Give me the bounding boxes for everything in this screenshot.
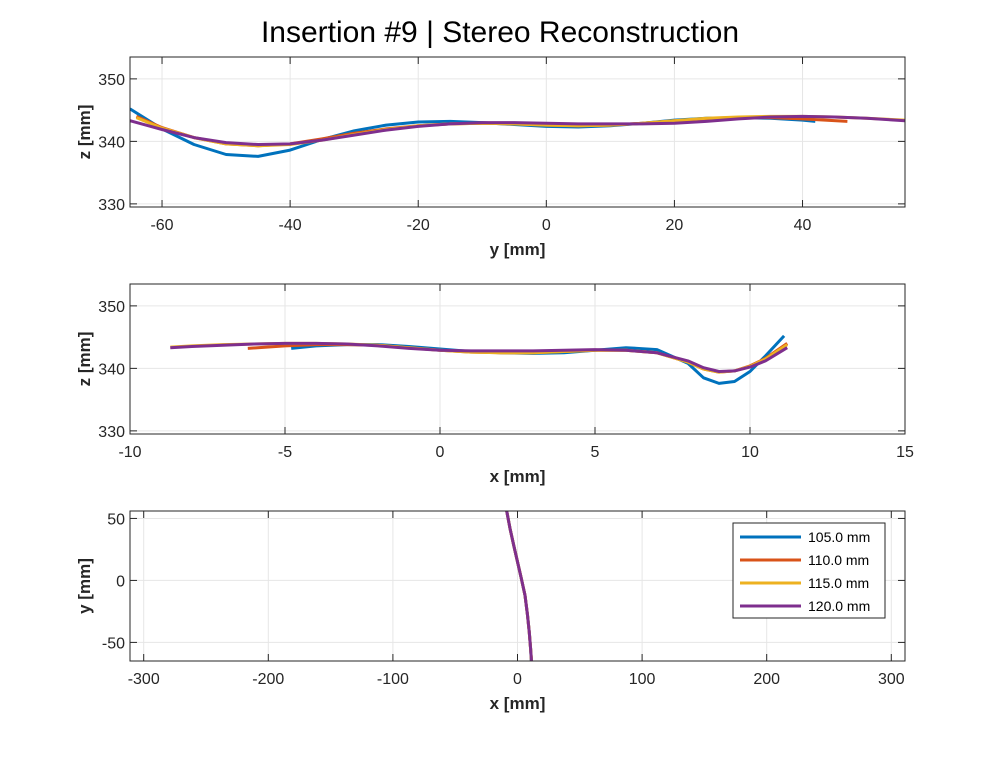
yz-view-axes-box [129,56,906,208]
xy-view-xtick-label: 200 [753,671,780,688]
legend-entry: 105.0 mm [808,529,870,545]
xy-view-xlabel: x [mm] [490,694,546,713]
yz-view-xtick-label: -40 [279,217,302,234]
legend-entry: 120.0 mm [808,598,870,614]
legend-box [732,522,886,619]
xz-view-ytick-label: 350 [98,299,125,316]
yz-view-axes: -60 -40 -20 0 20 40 330 340 350 y [mm] z [mm] [75,56,906,259]
xy-view-xtick-label: 0 [513,671,522,688]
xz-view-xtick-label: 10 [741,444,759,461]
xz-view-axes: -10 -5 0 5 10 15 330 340 350 x [mm] z [mm] [75,283,914,486]
legend-entry: 115.0 mm [808,575,869,591]
legend: 105.0 mm 110.0 mm 115.0 mm 120.0 mm [732,522,886,619]
xz-view-series-group [170,334,789,385]
xy-view-axes: -300 -200 -100 0 100 200 300 -50 0 50 x [mm] y [mm]… [75,510,906,713]
yz-view-ylabel: z [mm] [75,105,94,160]
xz-view-xtick-label: 0 [436,444,445,461]
yz-view-xtick-label: 20 [666,217,684,234]
yz-view-ytick-label: 340 [98,134,125,151]
xy-view-xtick-label: 300 [878,671,905,688]
yz-view-line-120-0-mm [130,114,905,146]
yz-view-xtick-label: 0 [542,217,551,234]
xz-view-ytick-label: 340 [98,361,125,378]
yz-view-xtick-label: -60 [150,217,173,234]
yz-view-series-group [130,107,905,158]
xz-view-line-120-0-mm [170,341,788,373]
yz-view-ytick-label: 330 [98,197,125,214]
xy-view-series-group [505,511,533,661]
yz-view-plot-area [130,57,905,207]
yz-view-xlabel: y [mm] [490,240,546,259]
xz-view-ytick-label: 330 [98,424,125,441]
legend-entry: 110.0 mm [808,552,869,568]
xz-view-xtick-label: 15 [896,444,914,461]
xz-view-xtick-label: 5 [591,444,600,461]
xz-view-ylabel: z [mm] [75,332,94,387]
xy-view-xtick-label: -100 [377,671,409,688]
xz-view-plot-area [130,284,905,434]
xz-view-xtick-label: -5 [278,444,292,461]
xy-view-xtick-label: -300 [128,671,160,688]
xy-view-ytick-label: 50 [107,511,125,528]
xy-view-xtick-label: -200 [252,671,284,688]
xz-view-xtick-label: -10 [118,444,141,461]
xz-view-xlabel: x [mm] [490,467,546,486]
xy-view-xtick-label: 100 [629,671,656,688]
figure-title: Insertion #9 | Stereo Reconstruction [261,16,739,49]
yz-view-xtick-label: 40 [794,217,812,234]
xy-view-ylabel: y [mm] [75,558,94,614]
xz-view-axes-box [129,283,906,435]
xy-view-ytick-label: -50 [102,635,125,652]
xy-view-ytick-label: 0 [116,573,125,590]
yz-view-ytick-label: 350 [98,72,125,89]
yz-view-xtick-label: -20 [407,217,430,234]
xy-view-line-120-0-mm [505,511,533,661]
